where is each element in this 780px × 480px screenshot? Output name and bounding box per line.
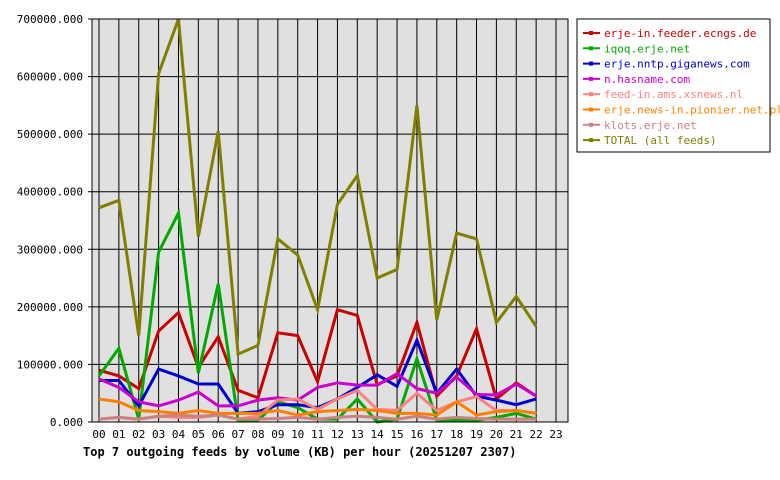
- legend-entry: erje-in.feeder.ecngs.de: [604, 27, 756, 40]
- series-line-3: [98, 371, 537, 408]
- legend-marker: [589, 76, 593, 81]
- grid: [92, 18, 568, 423]
- series-line-4: [98, 388, 537, 421]
- legend: erje-in.feeder.ecngs.de iqoq.erje.net erje…: [576, 18, 780, 153]
- y-tick-label: 200000.000: [17, 301, 83, 314]
- legend-entry: feed-in.ams.xsnews.nl: [604, 88, 743, 101]
- legend-entry: erje.nntp.giganews.com: [604, 58, 750, 71]
- x-tick-label: 19: [470, 428, 483, 441]
- x-tick-label: 04: [172, 428, 186, 441]
- x-tick-label: 10: [291, 428, 304, 441]
- x-tick-label: 00: [92, 428, 105, 441]
- x-tick-label: 03: [152, 428, 165, 441]
- series-line-6: [98, 413, 537, 421]
- legend-marker: [589, 31, 593, 35]
- x-tick-label: 21: [510, 428, 523, 441]
- x-tick-label: 15: [390, 428, 403, 441]
- y-axis-ticks: 0.000 100000.000 200000.000 300000.000 40000…: [17, 13, 92, 429]
- legend-box: [576, 18, 771, 153]
- chart-title: Top 7 outgoing feeds by volume (KB) per …: [83, 445, 516, 459]
- x-tick-label: 01: [112, 428, 125, 441]
- x-tick-label: 12: [331, 428, 344, 441]
- y-tick-label: 500000.000: [17, 128, 83, 141]
- legend-entry: TOTAL (all feeds): [604, 134, 717, 147]
- x-tick-label: 18: [450, 428, 463, 441]
- legend-entry: iqoq.erje.net: [604, 42, 690, 55]
- y-tick-label: 600000.000: [17, 71, 83, 84]
- y-tick-label: 400000.000: [17, 186, 83, 199]
- legend-marker: [589, 138, 593, 143]
- x-axis-ticks: 00 01 02 03 04 05 06 07 08 09 10 11 12 13 14 15 16 17 18 19…: [92, 428, 562, 441]
- legend-marker: [589, 122, 593, 127]
- x-tick-label: 14: [371, 428, 385, 441]
- legend-marker: [589, 46, 593, 51]
- x-tick-label: 11: [311, 428, 324, 441]
- plot-border: [91, 18, 569, 423]
- x-tick-label: 07: [231, 428, 244, 441]
- legend-marker: [589, 107, 593, 112]
- x-tick-label: 02: [132, 428, 145, 441]
- series-line-2: [99, 336, 537, 415]
- series-lines: [97, 18, 538, 424]
- x-tick-label: 17: [430, 428, 443, 441]
- x-tick-label: 20: [490, 428, 503, 441]
- x-tick-label: 05: [192, 428, 205, 441]
- series-line-5: [98, 397, 537, 417]
- x-tick-label: 08: [251, 428, 264, 441]
- series-line-7: [98, 18, 538, 357]
- y-tick-label: 300000.000: [17, 243, 83, 256]
- legend-marker: [589, 92, 593, 97]
- legend-entry: n.hasname.com: [604, 73, 690, 86]
- y-tick-label: 0.000: [50, 416, 83, 429]
- legend-entry: klots.erje.net: [604, 119, 697, 132]
- plot-background: [92, 19, 568, 422]
- y-tick-label: 700000.000: [17, 13, 83, 26]
- legend-marker: [589, 61, 593, 66]
- x-tick-label: 23: [549, 428, 562, 441]
- y-tick-label: 100000.000: [17, 358, 83, 371]
- x-tick-label: 06: [212, 428, 225, 441]
- x-tick-label: 22: [530, 428, 543, 441]
- series-line-0: [98, 307, 537, 402]
- x-tick-label: 16: [410, 428, 423, 441]
- x-tick-label: 13: [351, 428, 364, 441]
- legend-entry: erje.news-in.pionier.net.pl: [604, 104, 780, 117]
- x-tick-label: 09: [271, 428, 284, 441]
